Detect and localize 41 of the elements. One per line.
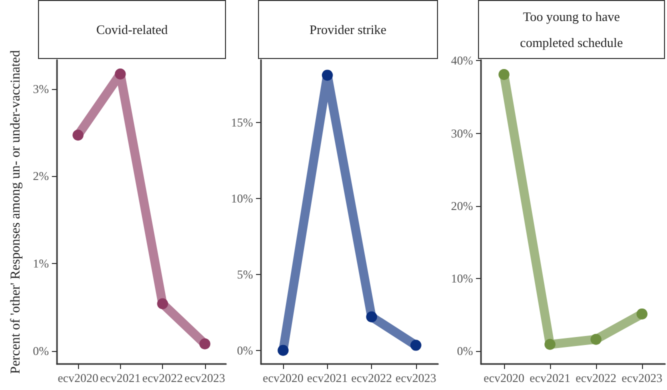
x-tick-label: ecv2020 <box>484 371 524 385</box>
point <box>544 338 556 350</box>
y-tick-label: 0% <box>456 344 473 358</box>
y-tick-label: 10% <box>450 271 473 286</box>
y-tick-label: 10% <box>230 191 253 206</box>
x-tick-label: ecv2020 <box>58 371 98 385</box>
point <box>322 70 333 81</box>
point <box>199 338 210 350</box>
y-tick-label: 3% <box>32 82 49 96</box>
x-tick-label: ecv2021 <box>307 371 348 385</box>
point <box>498 69 510 80</box>
point <box>278 344 289 356</box>
y-tick-label: 20% <box>450 198 473 213</box>
chart-title: Too young to have completed schedule <box>478 0 665 59</box>
y-tick-label: 15% <box>230 115 253 130</box>
y-tick-label: 5% <box>236 267 253 282</box>
point <box>410 340 422 351</box>
y-tick-label: 0% <box>236 343 253 358</box>
point <box>72 130 84 141</box>
y-tick-label: 0% <box>32 344 49 358</box>
x-tick-label: ecv2022 <box>142 371 183 385</box>
point <box>114 68 126 80</box>
x-tick-label: ecv2021 <box>530 371 570 385</box>
x-tick-label: ecv2020 <box>262 371 304 385</box>
y-tick-label: 40% <box>450 54 473 68</box>
point <box>366 311 378 322</box>
x-tick-label: ecv2022 <box>351 371 392 385</box>
chart-title: Provider strike <box>258 0 438 59</box>
chart-title: Covid-related <box>38 0 226 59</box>
x-tick-label: ecv2021 <box>100 371 141 385</box>
x-tick-label: ecv2023 <box>622 371 662 385</box>
x-tick-label: ecv2023 <box>396 371 436 385</box>
y-axis-title: Percent of 'other' Responses among un- or under-vaccinated <box>8 50 22 374</box>
x-tick-label: ecv2022 <box>576 371 616 385</box>
point <box>157 298 168 310</box>
y-tick-label: 1% <box>32 256 49 271</box>
y-tick-label: 30% <box>450 126 473 140</box>
y-tick-label: 2% <box>32 169 49 184</box>
point <box>636 308 648 320</box>
x-tick-label: ecv2023 <box>184 371 226 385</box>
point <box>590 334 602 345</box>
